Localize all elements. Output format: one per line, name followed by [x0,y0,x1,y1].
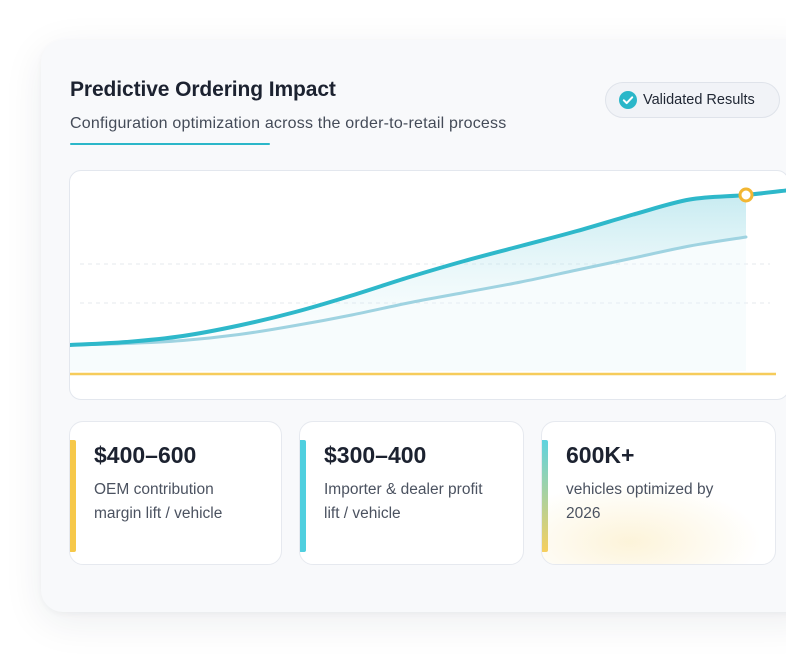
chart-svg [70,187,786,376]
impact-chart [69,170,786,400]
stat-description: OEM contribution margin lift / vehicle [94,481,223,522]
validated-results-badge: Validated Results [605,82,780,118]
page-title: Predictive Ordering Impact [70,78,336,101]
page-subtitle: Configuration optimization across the or… [70,115,507,132]
badge-label: Validated Results [643,92,755,108]
chart-series-line-primary [70,188,786,347]
stat-card-importer: $300–400 Importer & dealer profit lift /… [299,421,524,565]
stat-accent-bar [542,440,548,552]
stat-value: 600K+ [566,442,635,468]
check-circle-icon [619,91,637,109]
stat-card-oem: $400–600 OEM contribution margin lift / … [69,421,282,565]
title-underline [70,143,270,145]
stat-glow [542,482,762,564]
stat-description: vehicles optimized by 2026 [566,481,714,522]
stat-value: $400–600 [94,442,197,468]
stat-description: Importer & dealer profit lift / vehicle [324,481,483,522]
stat-card-vehicles: 600K+ vehicles optimized by 2026 [541,421,776,565]
stat-accent-bar [300,440,306,552]
chart-highlight-point [738,187,754,203]
stat-accent-bar [70,440,76,552]
chart-series-line-secondary [70,235,748,347]
stat-value: $300–400 [324,442,427,468]
